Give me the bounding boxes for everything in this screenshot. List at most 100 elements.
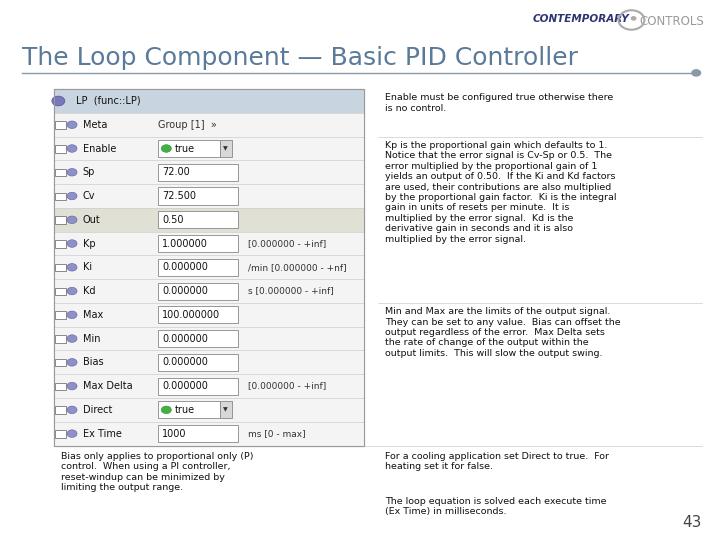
Text: LP  (func::LP): LP (func::LP): [76, 96, 140, 106]
Text: 0.50: 0.50: [162, 215, 184, 225]
Circle shape: [52, 96, 65, 106]
Bar: [55, 122, 66, 129]
Text: 0.000000: 0.000000: [162, 286, 208, 296]
Text: Bias: Bias: [83, 357, 104, 367]
Bar: [54, 303, 364, 327]
Bar: [54, 89, 364, 446]
Bar: [54, 398, 364, 422]
Circle shape: [67, 287, 77, 295]
Bar: [54, 279, 364, 303]
Text: CONTROLS: CONTROLS: [639, 15, 704, 28]
Bar: [158, 354, 238, 371]
Bar: [158, 211, 238, 228]
Bar: [54, 160, 364, 184]
Circle shape: [67, 430, 77, 437]
Bar: [54, 422, 364, 446]
Bar: [55, 430, 66, 437]
Circle shape: [67, 264, 77, 271]
Text: Max: Max: [83, 310, 103, 320]
Text: Ex Time: Ex Time: [83, 429, 122, 438]
Text: Enable must be configured true otherwise there
is no control.: Enable must be configured true otherwise…: [385, 93, 613, 113]
Text: /min [0.000000 - +nf]: /min [0.000000 - +nf]: [248, 263, 347, 272]
Text: Group [1]  »: Group [1] »: [158, 120, 217, 130]
Text: [0.000000 - +inf]: [0.000000 - +inf]: [248, 382, 327, 390]
Bar: [220, 401, 232, 418]
Bar: [54, 374, 364, 398]
Text: true: true: [175, 405, 195, 415]
Text: 100.000000: 100.000000: [162, 310, 220, 320]
Bar: [55, 264, 66, 272]
Circle shape: [67, 406, 77, 414]
Bar: [158, 187, 238, 205]
Bar: [220, 140, 232, 157]
Circle shape: [67, 335, 77, 342]
Bar: [158, 282, 238, 300]
Bar: [54, 89, 364, 113]
Circle shape: [161, 145, 171, 152]
Text: 43: 43: [683, 515, 702, 530]
Text: The Loop Component — Basic PID Controller: The Loop Component — Basic PID Controlle…: [22, 46, 577, 70]
Circle shape: [67, 216, 77, 224]
Text: Bias only applies to proportional only (P)
control.  When using a PI controller,: Bias only applies to proportional only (…: [61, 452, 253, 492]
Circle shape: [67, 359, 77, 366]
Text: Out: Out: [83, 215, 101, 225]
Text: CONTEMPORARY: CONTEMPORARY: [533, 14, 629, 24]
Bar: [55, 335, 66, 342]
Circle shape: [691, 69, 701, 77]
Circle shape: [67, 382, 77, 390]
Text: Cv: Cv: [83, 191, 95, 201]
Text: Direct: Direct: [83, 405, 112, 415]
Circle shape: [67, 311, 77, 319]
Bar: [55, 359, 66, 366]
Text: 0.000000: 0.000000: [162, 334, 208, 343]
Text: The loop equation is solved each execute time
(Ex Time) in milliseconds.: The loop equation is solved each execute…: [385, 497, 607, 516]
Text: 0.000000: 0.000000: [162, 357, 208, 367]
Bar: [55, 240, 66, 247]
Bar: [55, 216, 66, 224]
Text: Min: Min: [83, 334, 100, 343]
Bar: [158, 330, 238, 347]
Text: [0.000000 - +inf]: [0.000000 - +inf]: [248, 239, 327, 248]
Text: s [0.000000 - +inf]: s [0.000000 - +inf]: [248, 287, 334, 295]
Bar: [55, 311, 66, 319]
Text: 1000: 1000: [162, 429, 186, 438]
Bar: [158, 425, 238, 442]
Text: true: true: [175, 144, 195, 153]
Text: Kp is the proportional gain which defaults to 1.
Notice that the error signal is: Kp is the proportional gain which defaul…: [385, 141, 617, 244]
Text: Meta: Meta: [83, 120, 107, 130]
Circle shape: [67, 192, 77, 200]
Text: 72.500: 72.500: [162, 191, 196, 201]
Bar: [54, 255, 364, 279]
Bar: [54, 327, 364, 350]
Circle shape: [161, 406, 171, 414]
Bar: [55, 406, 66, 414]
Text: Min and Max are the limits of the output signal.
They can be set to any value.  : Min and Max are the limits of the output…: [385, 307, 621, 358]
Circle shape: [631, 17, 636, 20]
Bar: [158, 140, 220, 157]
Text: Kd: Kd: [83, 286, 95, 296]
Text: Kp: Kp: [83, 239, 96, 248]
Bar: [158, 377, 238, 395]
Text: Sp: Sp: [83, 167, 95, 177]
Text: Enable: Enable: [83, 144, 116, 153]
Text: 1.000000: 1.000000: [162, 239, 208, 248]
Bar: [54, 350, 364, 374]
Text: Max Delta: Max Delta: [83, 381, 132, 391]
Bar: [54, 184, 364, 208]
Bar: [54, 208, 364, 232]
Bar: [158, 259, 238, 276]
Text: 0.000000: 0.000000: [162, 381, 208, 391]
Text: For a cooling application set Direct to true.  For
heating set it for false.: For a cooling application set Direct to …: [385, 452, 609, 471]
Bar: [54, 89, 364, 446]
Circle shape: [67, 121, 77, 129]
Bar: [55, 145, 66, 152]
Bar: [54, 232, 364, 255]
Bar: [55, 168, 66, 176]
Bar: [55, 383, 66, 390]
Text: ▼: ▼: [223, 146, 228, 151]
Circle shape: [67, 240, 77, 247]
Circle shape: [67, 145, 77, 152]
Text: Ki: Ki: [83, 262, 92, 272]
Bar: [158, 306, 238, 323]
Bar: [54, 137, 364, 160]
